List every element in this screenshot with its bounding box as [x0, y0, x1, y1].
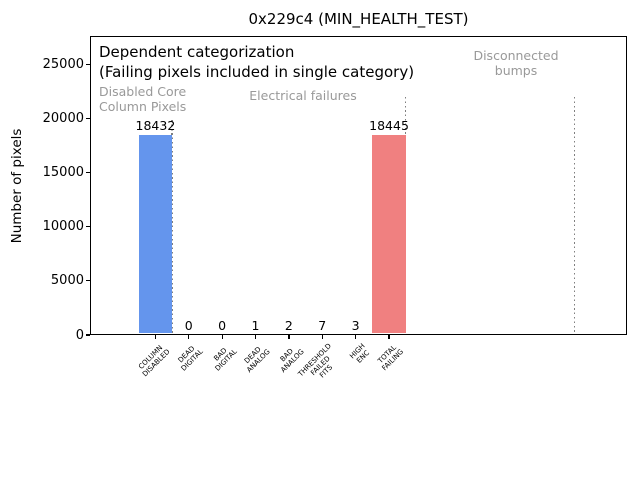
- plot-area: [90, 36, 627, 335]
- section-label-disconnected-bumps: Disconnected bumps: [473, 48, 559, 78]
- y-tick-mark: [86, 63, 90, 65]
- y-tick-mark: [86, 226, 90, 228]
- annotation-failing-pixels-note: (Failing pixels included in single categ…: [99, 63, 415, 81]
- x-tick-mark: [188, 335, 190, 339]
- section-label-electrical-failures: Electrical failures: [249, 88, 357, 103]
- separator-dotted-line-2: [405, 96, 407, 334]
- annotation-dependent-categorization: Dependent categorization: [99, 43, 295, 61]
- bar-total-failing: [372, 135, 406, 334]
- bar-column-disabled: [138, 135, 173, 334]
- y-tick-mark: [86, 171, 90, 174]
- x-tick-label-threshold-failed-fits: THRESHOLD FAILED FITS: [296, 342, 335, 380]
- x-tick-mark: [355, 335, 357, 339]
- x-tick-label-high-enc: HIGH ENC: [347, 342, 371, 365]
- x-tick-label-bad-digital: BAD DIGITAL: [212, 346, 239, 373]
- x-tick-mark: [388, 335, 390, 339]
- bar-value-label-high-enc: 3: [351, 317, 360, 333]
- bar-value-label-threshold-failed-fits: 7: [318, 317, 327, 333]
- y-tick-mark: [86, 280, 90, 282]
- y-axis-label: Number of pixels: [9, 128, 25, 244]
- x-tick-mark: [254, 335, 257, 339]
- section-label-disabled-core-column-pixels: Disabled Core Column Pixels: [99, 84, 187, 114]
- x-tick-label-total-failing: TOTAL FAILING: [376, 343, 406, 373]
- x-tick-label-dead-analog: DEAD ANALOG: [243, 345, 272, 375]
- separator-dotted-line-1: [171, 119, 173, 334]
- bar-value-label-bad-analog: 2: [284, 317, 293, 333]
- x-tick-mark: [221, 335, 223, 339]
- bar-value-label-dead-digital: 0: [184, 318, 193, 333]
- y-tick-mark: [86, 117, 90, 119]
- y-tick-label: 0: [75, 327, 84, 343]
- x-tick-mark: [321, 335, 323, 339]
- separator-dotted-line-3: [573, 96, 576, 334]
- bar-value-label-total-failing: 18445: [369, 118, 409, 134]
- bar-value-label-dead-analog: 1: [251, 317, 260, 333]
- y-tick-label: 15000: [42, 165, 84, 180]
- y-tick-label: 5000: [50, 273, 84, 289]
- x-tick-label-column-disabled: COLUMN DISABLED: [137, 343, 172, 379]
- chart-title: 0x229c4 (MIN_HEALTH_TEST): [248, 10, 469, 28]
- x-tick-mark: [154, 335, 156, 339]
- y-tick-mark: [86, 334, 90, 336]
- x-tick-label-dead-digital: DEAD DIGITAL: [177, 344, 206, 373]
- y-tick-label: 10000: [42, 219, 84, 235]
- y-tick-label: 20000: [42, 110, 84, 126]
- x-tick-mark: [288, 335, 290, 339]
- bar-value-label-bad-digital: 0: [218, 318, 227, 333]
- bar-value-label-column-disabled: 18432: [135, 118, 176, 134]
- y-tick-label: 25000: [42, 56, 84, 72]
